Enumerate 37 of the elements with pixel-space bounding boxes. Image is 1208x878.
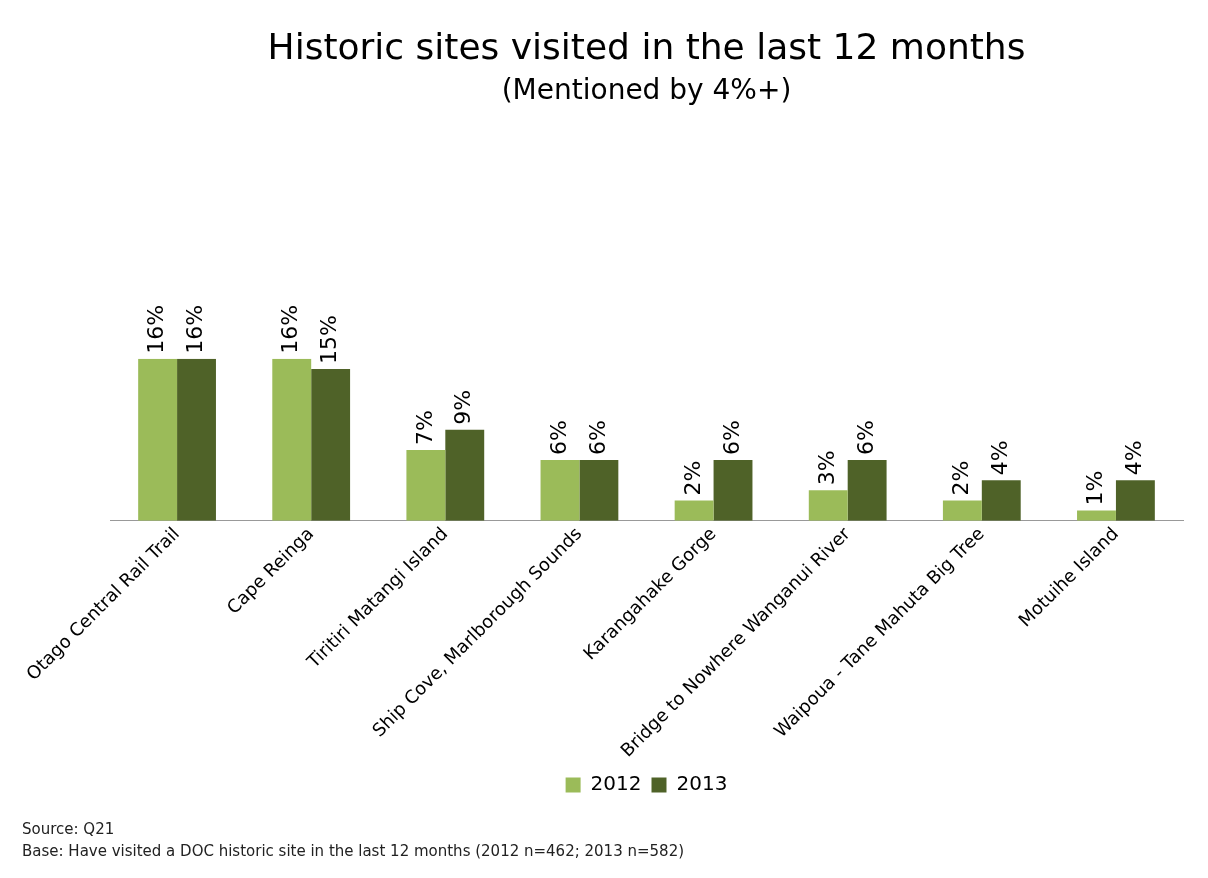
data-label: 2% — [948, 460, 974, 496]
legend-label: 2012 — [590, 771, 642, 796]
data-label: 15% — [316, 315, 342, 364]
data-label: 2% — [679, 460, 705, 496]
bar — [579, 460, 619, 521]
bar — [540, 460, 580, 521]
source-note: Source: Q21 — [22, 819, 116, 840]
bar — [847, 460, 887, 521]
bar — [713, 460, 753, 521]
data-label: 4% — [1121, 440, 1147, 476]
data-label: 6% — [718, 420, 744, 455]
bar — [674, 500, 714, 521]
bar — [406, 449, 446, 521]
data-label: 16% — [277, 304, 303, 354]
data-label: 9% — [450, 389, 476, 425]
data-label: 3% — [813, 450, 839, 486]
data-label: 6% — [545, 420, 571, 455]
data-label: 7% — [411, 409, 437, 445]
bar — [981, 480, 1021, 521]
bar — [1115, 480, 1155, 521]
bar — [942, 500, 982, 521]
data-label: 16% — [182, 304, 208, 354]
chart-subtitle: (Mentioned by 4%+) — [501, 73, 792, 107]
bar — [177, 358, 216, 521]
data-label: 6% — [584, 420, 610, 455]
legend-label: 2013 — [676, 771, 728, 796]
data-label: 16% — [143, 304, 169, 354]
bar — [272, 358, 312, 521]
data-label: 1% — [1082, 470, 1108, 506]
bar — [808, 490, 848, 521]
bar — [311, 368, 351, 521]
bar — [138, 358, 178, 521]
data-label: 4% — [986, 440, 1012, 476]
data-label: 6% — [852, 420, 878, 455]
chart-title: Historic sites visited in the last 12 months — [267, 25, 1026, 67]
bar — [445, 429, 485, 521]
text: Base: Have visited a DOC historic site in the last 12 months (2012 n=462; 2013 n=582) — [22, 841, 685, 862]
